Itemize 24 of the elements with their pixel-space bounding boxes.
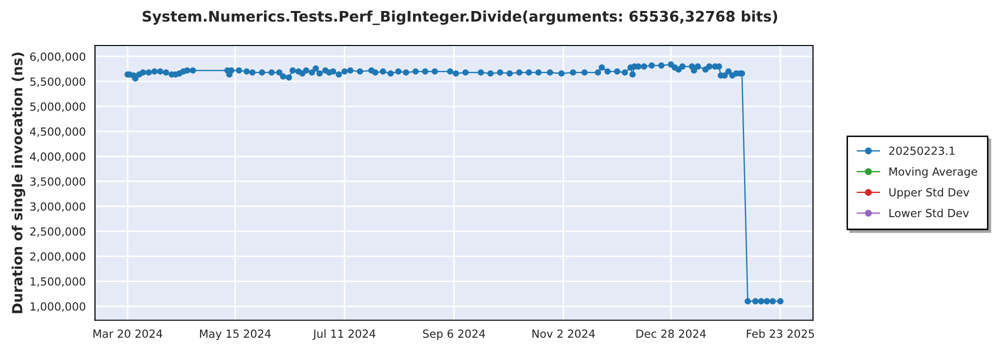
legend-label: Lower Std Dev xyxy=(889,208,969,218)
y-axis-title: Duration of single invocation (ns) xyxy=(12,52,26,314)
y-tick-label: 4,500,000 xyxy=(30,127,86,137)
x-tick-label: Jul 11 2024 xyxy=(312,329,376,340)
legend-label: Upper Std Dev xyxy=(889,188,970,199)
x-tick-label: Feb 23 2025 xyxy=(746,329,814,338)
legend-label: 20250223.1 xyxy=(889,146,955,155)
y-tick-label: 5,500,000 xyxy=(30,77,86,87)
y-tick-label: 4,000,000 xyxy=(30,152,86,162)
legend-label: Moving Average xyxy=(889,167,978,178)
y-tick-label: 2,500,000 xyxy=(30,227,86,237)
y-tick-label: 3,000,000 xyxy=(30,202,86,212)
chart-title: System.Numerics.Tests.Perf_BigInteger.Divide(arguments: 65536,32768 bits) xyxy=(142,10,778,26)
y-tick-label: 1,500,000 xyxy=(30,277,86,287)
y-tick-label: 1,000,000 xyxy=(30,302,86,312)
x-tick-label: Dec 28 2024 xyxy=(636,329,706,338)
y-tick-label: 2,000,000 xyxy=(30,252,86,262)
x-tick-label: Mar 20 2024 xyxy=(94,329,162,338)
y-tick-label: 5,000,000 xyxy=(30,102,86,112)
y-tick-label: 6,000,000 xyxy=(30,52,86,62)
y-tick-label: 3,500,000 xyxy=(30,177,86,187)
x-tick-label: May 15 2024 xyxy=(200,329,271,340)
x-tick-label: Nov 2 2024 xyxy=(532,329,595,338)
x-tick-label: Sep 6 2024 xyxy=(423,329,486,340)
